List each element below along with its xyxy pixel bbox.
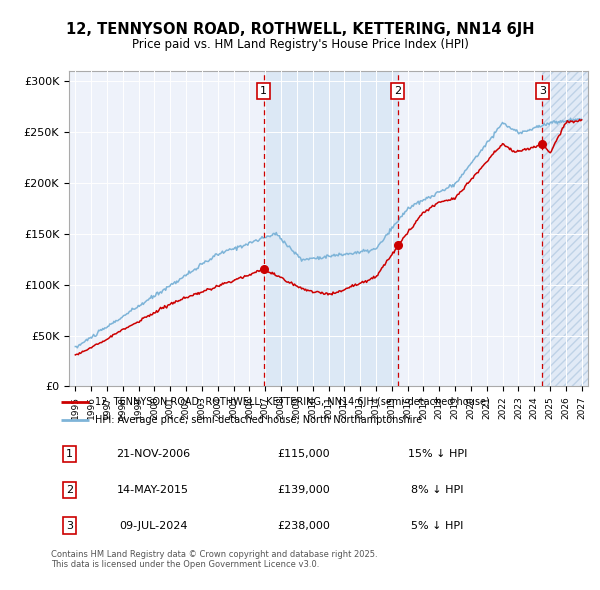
Text: 12, TENNYSON ROAD, ROTHWELL, KETTERING, NN14 6JH (semi-detached house): 12, TENNYSON ROAD, ROTHWELL, KETTERING, …: [95, 396, 490, 407]
Text: £238,000: £238,000: [277, 520, 330, 530]
Text: HPI: Average price, semi-detached house, North Northamptonshire: HPI: Average price, semi-detached house,…: [95, 415, 422, 425]
Text: 8% ↓ HPI: 8% ↓ HPI: [412, 485, 464, 494]
Text: Contains HM Land Registry data © Crown copyright and database right 2025.
This d: Contains HM Land Registry data © Crown c…: [51, 550, 377, 569]
Bar: [263, 71, 398, 386]
Text: £115,000: £115,000: [277, 449, 330, 459]
Text: Price paid vs. HM Land Registry's House Price Index (HPI): Price paid vs. HM Land Registry's House …: [131, 38, 469, 51]
Text: 1: 1: [66, 449, 73, 459]
Text: 1: 1: [260, 86, 267, 96]
Text: 3: 3: [66, 520, 73, 530]
Text: £139,000: £139,000: [277, 485, 330, 494]
Text: 3: 3: [539, 86, 546, 96]
Text: 2: 2: [66, 485, 73, 494]
Text: 09-JUL-2024: 09-JUL-2024: [119, 520, 187, 530]
Bar: [542, 71, 590, 386]
Text: 5% ↓ HPI: 5% ↓ HPI: [412, 520, 464, 530]
Text: 15% ↓ HPI: 15% ↓ HPI: [408, 449, 467, 459]
Text: 21-NOV-2006: 21-NOV-2006: [116, 449, 190, 459]
Text: 12, TENNYSON ROAD, ROTHWELL, KETTERING, NN14 6JH: 12, TENNYSON ROAD, ROTHWELL, KETTERING, …: [66, 22, 534, 37]
Text: 2: 2: [394, 86, 401, 96]
Text: 14-MAY-2015: 14-MAY-2015: [117, 485, 189, 494]
